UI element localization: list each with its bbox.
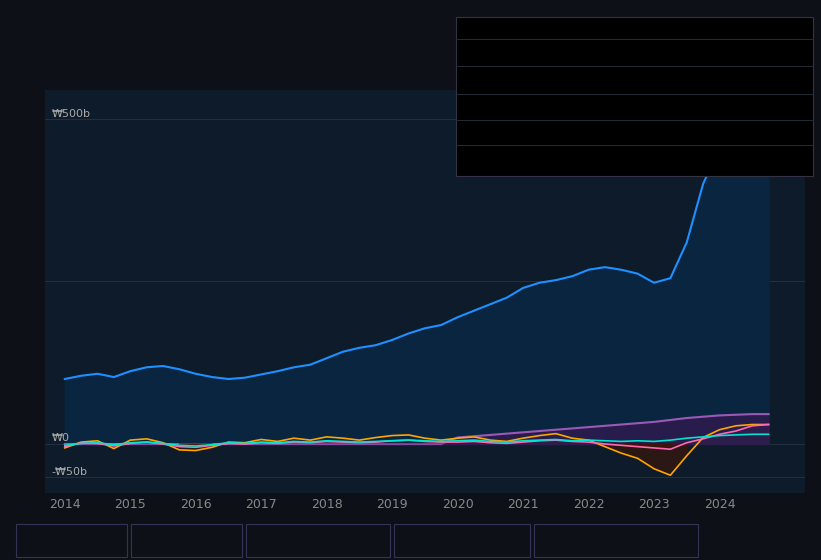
Text: Revenue: Revenue	[41, 535, 89, 545]
Text: profit margin: profit margin	[626, 83, 707, 96]
Text: -₩50b: -₩50b	[52, 466, 88, 477]
Text: Cash From Op: Cash From Op	[466, 121, 548, 134]
Text: Free Cash Flow: Free Cash Flow	[271, 535, 355, 545]
Text: Earnings: Earnings	[466, 67, 517, 80]
Text: Revenue: Revenue	[466, 41, 517, 54]
Text: Sep 30 2024: Sep 30 2024	[466, 21, 558, 34]
Text: ●: ●	[26, 535, 36, 545]
Text: ₩0: ₩0	[52, 433, 70, 443]
Text: ●: ●	[141, 535, 151, 545]
Text: Free Cash Flow: Free Cash Flow	[466, 95, 554, 108]
Text: ●: ●	[404, 535, 414, 545]
Text: ₩45.425b /yr: ₩45.425b /yr	[599, 147, 679, 160]
Text: Earnings: Earnings	[156, 535, 204, 545]
Text: ₩29.470b /yr: ₩29.470b /yr	[599, 95, 679, 108]
Text: ●: ●	[544, 535, 553, 545]
Text: Cash From Op: Cash From Op	[419, 535, 497, 545]
Text: ₩14.557b /yr: ₩14.557b /yr	[599, 67, 679, 80]
Text: 3.0%: 3.0%	[599, 83, 632, 96]
Text: ₩500b: ₩500b	[52, 109, 90, 119]
Text: ₩29.691b /yr: ₩29.691b /yr	[599, 121, 680, 134]
Text: ●: ●	[256, 535, 266, 545]
Text: Operating Expenses: Operating Expenses	[466, 147, 585, 160]
Text: Operating Expenses: Operating Expenses	[558, 535, 671, 545]
Text: ₩484.914b /yr: ₩484.914b /yr	[599, 41, 687, 54]
